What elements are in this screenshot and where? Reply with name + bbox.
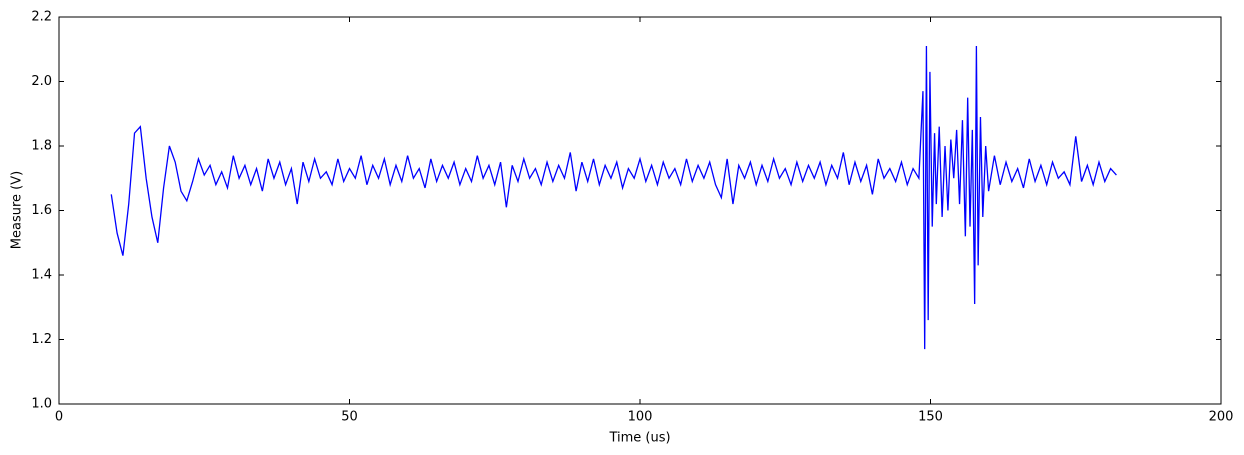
x-tick-label: 200 [1209, 410, 1234, 425]
x-axis-label: Time (us) [608, 431, 670, 446]
x-tick-label: 150 [918, 410, 943, 425]
x-tick-label: 100 [628, 410, 653, 425]
y-tick-label: 1.2 [31, 332, 52, 347]
y-tick-label: 1.8 [31, 139, 52, 154]
plot-frame [58, 16, 1222, 405]
x-tick-label: 0 [55, 410, 63, 425]
y-tick-label: 1.0 [31, 397, 52, 412]
y-tick-label: 2.2 [31, 10, 52, 25]
data-line [110, 46, 1117, 350]
y-tick-label: 2.0 [31, 74, 52, 89]
y-tick-label: 1.4 [31, 268, 52, 283]
y-axis-label: Measure (V) [10, 171, 25, 249]
x-tick-label: 50 [341, 410, 358, 425]
y-tick-label: 1.6 [31, 203, 52, 218]
